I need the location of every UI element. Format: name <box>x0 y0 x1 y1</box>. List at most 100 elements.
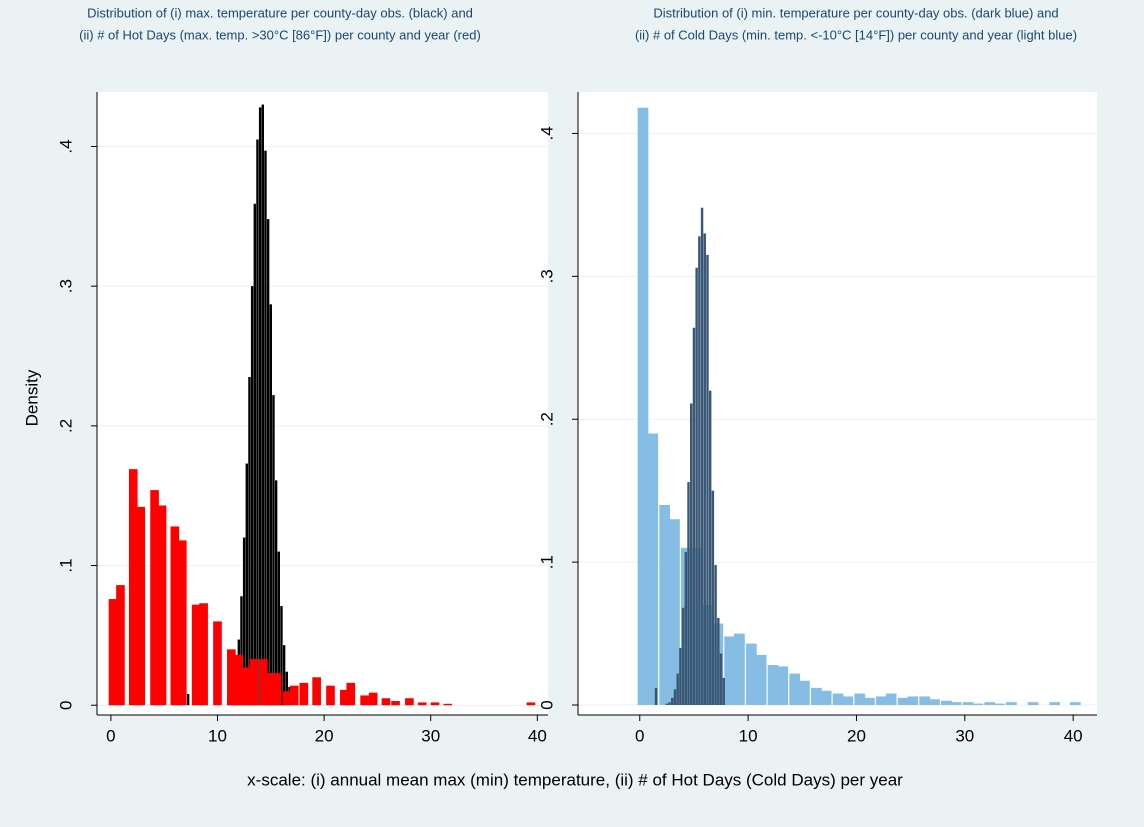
bar <box>929 699 940 705</box>
x-tick-label: 20 <box>847 726 866 745</box>
bar <box>191 604 201 706</box>
bar <box>261 104 264 706</box>
bar <box>668 702 671 705</box>
bar <box>312 677 321 706</box>
bar <box>405 698 414 706</box>
bar <box>170 526 180 706</box>
bar <box>346 682 356 706</box>
bar <box>907 696 919 705</box>
bar <box>972 703 984 705</box>
bar <box>157 505 167 706</box>
chart-subtitle: (ii) # of Cold Days (min. temp. <-10°C [… <box>635 27 1077 42</box>
bar <box>258 107 262 706</box>
bar <box>240 596 243 706</box>
bar <box>799 680 810 705</box>
bar <box>443 703 453 706</box>
bar <box>679 647 682 705</box>
bar <box>676 673 679 705</box>
bar <box>1069 702 1081 705</box>
bar <box>665 703 669 705</box>
bar <box>177 540 187 706</box>
bar <box>248 376 251 706</box>
y-tick-label: 0 <box>56 700 75 709</box>
y-tick-label: 0 <box>537 700 556 709</box>
y-tick-label: .2 <box>56 419 75 433</box>
bar <box>266 673 276 706</box>
bar <box>789 673 801 705</box>
x-tick-label: 0 <box>635 726 644 745</box>
bar <box>199 603 208 706</box>
bar <box>136 506 146 706</box>
x-tick-label: 40 <box>1064 726 1083 745</box>
bar <box>234 654 244 706</box>
bar <box>277 551 280 706</box>
bar <box>242 537 246 706</box>
bar <box>885 693 897 705</box>
bar <box>690 403 693 705</box>
bar <box>711 490 715 705</box>
bar <box>724 636 736 705</box>
x-tick-label: 0 <box>106 726 115 745</box>
bar <box>994 703 1005 705</box>
bar <box>417 702 427 706</box>
bar <box>259 659 268 706</box>
bar <box>681 607 685 705</box>
y-tick-label: .3 <box>56 279 75 293</box>
bar <box>950 702 962 705</box>
bar <box>245 463 248 706</box>
bar <box>647 433 659 705</box>
bar <box>767 664 779 705</box>
bar <box>777 666 789 705</box>
bar <box>1049 702 1061 705</box>
bar <box>282 645 286 706</box>
bar <box>637 107 649 705</box>
bar <box>227 649 236 706</box>
x-tick-label: 20 <box>315 726 334 745</box>
y-tick-label: .4 <box>56 139 75 153</box>
bar <box>108 599 118 706</box>
bar <box>700 207 704 705</box>
bar <box>673 689 677 705</box>
bar <box>811 687 822 705</box>
x-tick-label: 40 <box>528 726 547 745</box>
bar <box>722 677 725 705</box>
bar <box>717 617 720 705</box>
x-tick-label: 30 <box>421 726 440 745</box>
bar <box>876 696 887 705</box>
bar <box>714 564 717 705</box>
bar <box>326 685 335 706</box>
bar <box>695 267 698 705</box>
bar <box>285 671 288 706</box>
bar <box>671 697 674 705</box>
chart-subtitle: (ii) # of Hot Days (max. temp. >30°C [86… <box>79 27 481 42</box>
bar <box>274 480 278 706</box>
bar <box>272 673 282 706</box>
bar <box>745 643 757 705</box>
bar <box>368 692 378 706</box>
bar <box>962 702 974 705</box>
bar <box>832 693 844 705</box>
bar <box>659 504 671 705</box>
bar <box>842 696 854 705</box>
bar <box>250 286 254 706</box>
bar <box>654 687 658 705</box>
y-tick-label: .1 <box>537 555 556 569</box>
y-tick-label: .4 <box>537 126 556 140</box>
bar <box>864 697 875 705</box>
bar <box>919 696 931 705</box>
bar <box>249 659 259 706</box>
bar <box>391 701 400 706</box>
y-tick-label: .1 <box>56 558 75 572</box>
bar <box>381 698 391 706</box>
bar <box>1006 702 1017 705</box>
bar <box>116 585 125 706</box>
bar <box>360 695 369 706</box>
bar <box>264 150 267 706</box>
bar <box>243 667 252 706</box>
bar <box>299 682 309 706</box>
bar <box>984 702 996 705</box>
bar <box>128 469 138 706</box>
bar <box>289 685 299 706</box>
bar <box>266 219 270 706</box>
